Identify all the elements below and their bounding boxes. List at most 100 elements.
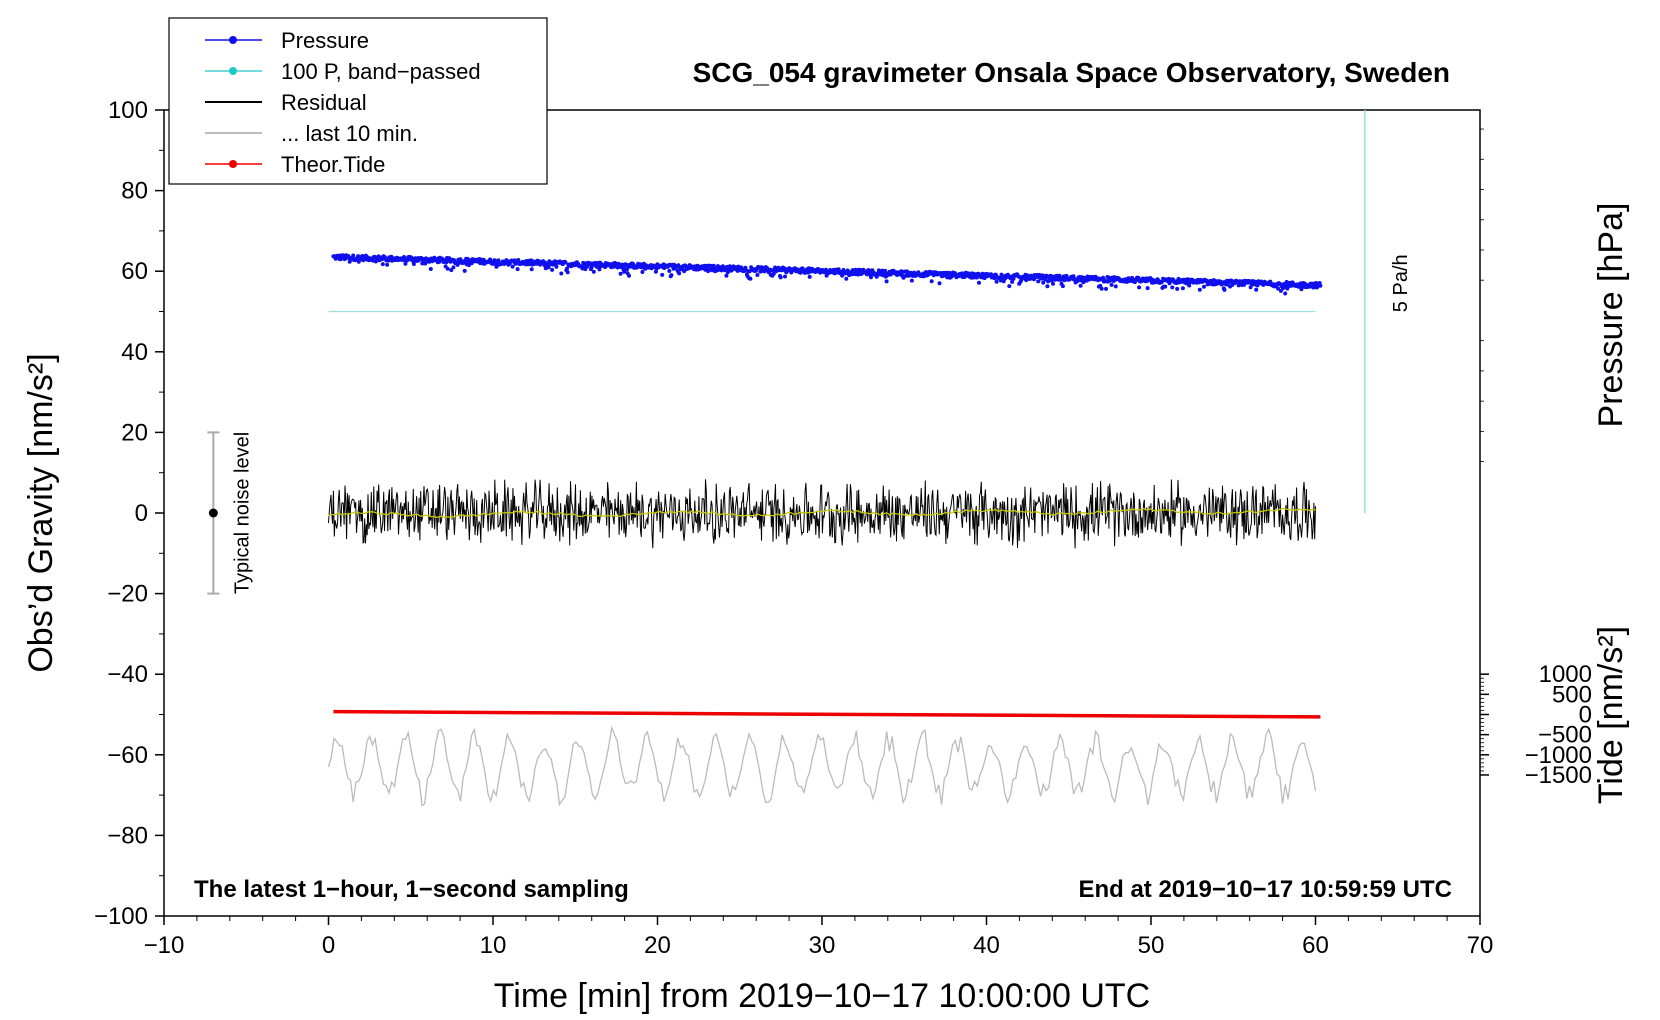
legend-tide-marker bbox=[229, 160, 237, 168]
pressure-point bbox=[1075, 279, 1080, 283]
pressure-point bbox=[1036, 279, 1041, 284]
pressure-point bbox=[667, 269, 672, 273]
x-tick-label: 10 bbox=[480, 932, 507, 959]
y-tick-label: 60 bbox=[121, 258, 148, 285]
pressure-point bbox=[1136, 275, 1141, 280]
pressure-point bbox=[994, 279, 999, 284]
legend-bandpassed-label: 100 P, band−passed bbox=[281, 59, 481, 84]
pressure-point bbox=[403, 261, 408, 266]
pressure-point bbox=[869, 275, 873, 280]
pressure-point bbox=[516, 258, 521, 262]
pressure-point bbox=[546, 265, 551, 270]
y-tick-label: 0 bbox=[135, 500, 148, 527]
pressure-point bbox=[653, 269, 658, 274]
noise-bar-layer: Typical noise level bbox=[207, 431, 253, 595]
pressure-point bbox=[559, 271, 564, 276]
pressure-point bbox=[1051, 281, 1055, 286]
pressure-point bbox=[755, 273, 760, 277]
tide-tick-label: 1000 bbox=[1539, 661, 1592, 688]
pressure-point bbox=[937, 281, 942, 286]
pressure-point bbox=[677, 271, 682, 276]
noise-bar-center bbox=[208, 508, 218, 518]
y-tick-label: −40 bbox=[107, 661, 148, 688]
pressure-point bbox=[883, 268, 888, 273]
y-axis-title-text: Obs’d Gravity [nm/s²] bbox=[22, 353, 60, 672]
pressure-point bbox=[1180, 286, 1185, 291]
legend-item-last10: ... last 10 min. bbox=[205, 121, 418, 146]
pressure-point bbox=[1276, 286, 1281, 291]
pressure-point bbox=[515, 267, 520, 272]
y-tick-label: −100 bbox=[94, 903, 148, 930]
noise-bar-label: Typical noise level bbox=[231, 432, 253, 594]
y-tick-label: 80 bbox=[121, 178, 148, 205]
chart-title: SCG_054 gravimeter Onsala Space Observat… bbox=[693, 57, 1450, 88]
y-tick-label: −60 bbox=[107, 742, 148, 769]
tide-tick-label: −1500 bbox=[1525, 762, 1592, 789]
pressure-point bbox=[510, 264, 515, 269]
y-tick-label: −80 bbox=[107, 822, 148, 849]
pressure-point bbox=[618, 271, 623, 276]
pressure-point bbox=[565, 270, 570, 275]
pressure-point bbox=[1041, 280, 1046, 285]
residual-smoothed-line bbox=[328, 507, 1316, 519]
pressure-point bbox=[1109, 282, 1114, 287]
pressure-point bbox=[844, 276, 849, 281]
pressure-point bbox=[884, 279, 889, 284]
pressure-point bbox=[351, 253, 356, 258]
residual-line bbox=[328, 479, 1316, 549]
pressure-point bbox=[836, 267, 841, 272]
rate-line-layer: 5 Pa/h bbox=[1364, 110, 1412, 513]
y-tick-label: 40 bbox=[121, 339, 148, 366]
rate-line-label: 5 Pa/h bbox=[1390, 254, 1412, 312]
pressure-point bbox=[909, 278, 914, 283]
pressure-point bbox=[1222, 287, 1227, 292]
legend-item-pressure: Pressure bbox=[205, 28, 369, 53]
pressure-point bbox=[807, 274, 812, 279]
y-tick-label: 20 bbox=[121, 419, 148, 446]
pressure-point bbox=[977, 280, 981, 285]
pressure-point bbox=[783, 274, 787, 279]
pressure-point bbox=[1283, 291, 1288, 296]
tide-axis-title: Tide [nm/s²] bbox=[1592, 626, 1630, 804]
pressure-point bbox=[1078, 283, 1083, 288]
pressure-point bbox=[1187, 283, 1192, 288]
tide-tick-label: −1000 bbox=[1525, 742, 1592, 769]
pressure-point bbox=[1202, 284, 1206, 289]
pressure-point bbox=[1011, 276, 1016, 281]
pressure-axis-ticks: 1004100510061007 bbox=[1480, 128, 1484, 463]
last-10-min-line bbox=[327, 725, 1317, 807]
tide-tick-label: 0 bbox=[1579, 702, 1592, 729]
legend-last10-label: ... last 10 min. bbox=[281, 121, 418, 146]
pressure-point bbox=[462, 268, 467, 273]
pressure-point bbox=[627, 273, 631, 278]
legend-residual-label: Residual bbox=[281, 90, 367, 115]
pressure-point bbox=[640, 270, 645, 274]
tide-line bbox=[333, 709, 1321, 719]
pressure-point bbox=[1045, 284, 1050, 289]
pressure-point bbox=[1071, 274, 1076, 279]
annotation-right: End at 2019−10−17 10:59:59 UTC bbox=[1078, 876, 1452, 903]
x-tick-label: 0 bbox=[322, 932, 335, 959]
pressure-point bbox=[488, 257, 493, 262]
pressure-point bbox=[1145, 286, 1150, 291]
pressure-point bbox=[591, 269, 596, 274]
y-axis-title: Obs’d Gravity [nm/s²] bbox=[22, 353, 60, 672]
pressure-point bbox=[1060, 284, 1065, 289]
x-tick-label: −10 bbox=[144, 932, 185, 959]
series-layer bbox=[327, 253, 1323, 807]
pressure-point bbox=[411, 262, 416, 266]
pressure-point bbox=[1197, 287, 1202, 292]
x-tick-label: 40 bbox=[973, 932, 1000, 959]
pressure-point bbox=[1104, 286, 1108, 291]
tide-tick-label: −500 bbox=[1538, 722, 1592, 749]
x-axis-ticks: −10 0 10 20 30 40 50 60 70 bbox=[144, 916, 1494, 959]
x-tick-label: 70 bbox=[1467, 932, 1494, 959]
y-tick-label: −20 bbox=[107, 581, 148, 608]
pressure-point bbox=[1007, 284, 1012, 289]
annotation-left: The latest 1−hour, 1−second sampling bbox=[194, 876, 629, 903]
legend-item-residual: Residual bbox=[205, 90, 367, 115]
pressure-point bbox=[748, 276, 753, 281]
pressure-point bbox=[529, 267, 534, 272]
pressure-point bbox=[929, 279, 934, 284]
